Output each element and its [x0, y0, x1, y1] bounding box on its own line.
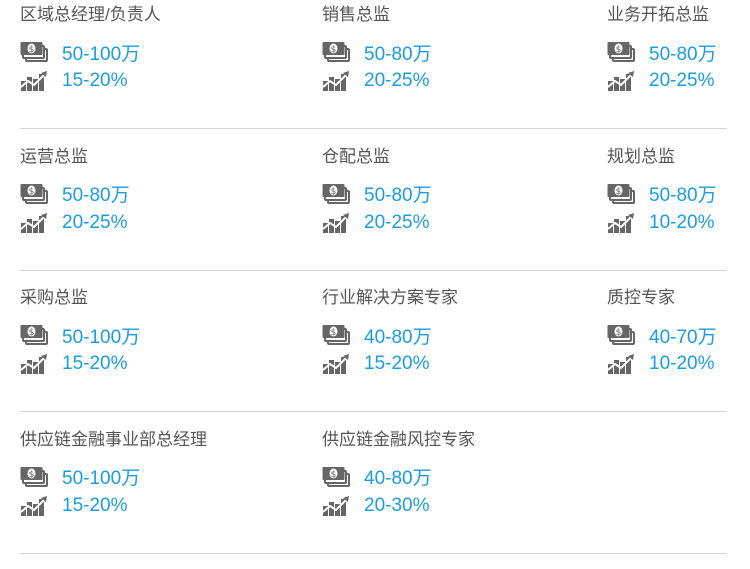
money-icon: $ — [607, 324, 635, 346]
job-title: 行业解决方案专家 — [322, 288, 458, 307]
salary-range: 50-100万 — [62, 43, 141, 65]
salary-range: 50-80万 — [364, 43, 432, 65]
growth-chart-icon — [322, 212, 350, 233]
svg-text:$: $ — [29, 187, 35, 197]
growth-range: 20-25% — [364, 70, 430, 91]
growth-line: 20-30% — [322, 494, 430, 518]
job-row: 供应链金融事业部总经理 $ 50-100万 15-20% 供应链金融风控专家 $ … — [20, 412, 727, 554]
job-title: 供应链金融风控专家 — [322, 429, 475, 449]
salary-range: 50-80万 — [649, 43, 717, 65]
job-title: 销售总监 — [322, 5, 390, 24]
growth-line: 20-25% — [322, 211, 430, 235]
money-icon: $ — [20, 183, 48, 205]
growth-range: 20-25% — [364, 211, 430, 233]
growth-chart-icon — [322, 495, 350, 516]
salary-range: 40-80万 — [364, 326, 432, 348]
growth-range: 20-25% — [649, 70, 715, 91]
salary-line: $ 50-80万 — [607, 182, 717, 206]
growth-chart-icon — [20, 212, 48, 233]
salary-range: 40-70万 — [649, 326, 717, 348]
salary-range: 50-80万 — [649, 185, 717, 206]
svg-text:$: $ — [616, 45, 622, 55]
salary-line: $ 50-80万 — [607, 40, 717, 65]
money-icon: $ — [322, 41, 350, 63]
growth-chart-icon — [20, 495, 48, 516]
salary-line: $ 40-70万 — [607, 323, 717, 348]
job-title: 运营总监 — [20, 146, 88, 166]
money-icon: $ — [20, 324, 48, 346]
growth-range: 15-20% — [62, 70, 128, 91]
money-icon: $ — [20, 466, 48, 488]
job-title: 采购总监 — [20, 288, 88, 307]
salary-line: $ 50-80万 — [322, 182, 432, 206]
growth-line: 20-25% — [20, 211, 128, 235]
svg-text:$: $ — [616, 187, 622, 197]
growth-range: 10-20% — [649, 211, 715, 233]
job-title: 质控专家 — [607, 288, 675, 307]
job-title: 区域总经理/负责人 — [20, 5, 161, 24]
svg-text:$: $ — [331, 328, 337, 338]
salary-range: 50-100万 — [62, 468, 141, 489]
money-icon: $ — [322, 183, 350, 205]
growth-chart-icon — [20, 71, 48, 91]
job-title: 规划总监 — [607, 146, 675, 166]
growth-line: 10-20% — [607, 211, 715, 235]
salary-line: $ 40-80万 — [322, 465, 432, 489]
job-title: 业务开拓总监 — [607, 5, 709, 24]
salary-line: $ 50-100万 — [20, 40, 141, 65]
svg-text:$: $ — [331, 45, 337, 55]
job-row: 采购总监 $ 50-100万 15-20% 行业解决方案专家 $ 40-80万 1… — [20, 270, 727, 412]
growth-chart-icon — [607, 354, 635, 374]
money-icon: $ — [607, 183, 635, 205]
job-row: 运营总监 $ 50-80万 20-25% 仓配总监 $ 50-80万 20-25%… — [20, 129, 727, 271]
svg-text:$: $ — [29, 470, 35, 480]
growth-line: 20-25% — [607, 69, 715, 93]
money-icon: $ — [322, 466, 350, 488]
money-icon: $ — [607, 41, 635, 63]
svg-text:$: $ — [29, 328, 35, 338]
growth-line: 15-20% — [20, 69, 128, 93]
salary-line: $ 50-100万 — [20, 465, 140, 489]
growth-chart-icon — [20, 354, 48, 374]
svg-text:$: $ — [29, 45, 35, 55]
growth-line: 15-20% — [20, 494, 128, 518]
salary-line: $ 50-80万 — [322, 40, 432, 65]
money-icon: $ — [20, 41, 48, 63]
growth-line: 15-20% — [322, 352, 430, 376]
salary-range: 50-80万 — [364, 185, 432, 206]
growth-line: 15-20% — [20, 352, 128, 376]
growth-range: 10-20% — [649, 353, 715, 374]
growth-range: 15-20% — [364, 353, 430, 374]
money-icon: $ — [322, 324, 350, 346]
growth-line: 20-25% — [322, 69, 430, 93]
job-row: 区域总经理/负责人 $ 50-100万 15-20% 销售总监 $ 50-80万 … — [20, 0, 727, 129]
salary-range: 50-100万 — [62, 326, 141, 348]
growth-chart-icon — [607, 71, 635, 91]
job-title: 供应链金融事业部总经理 — [20, 429, 207, 449]
salary-range: 50-80万 — [62, 185, 130, 206]
growth-chart-icon — [322, 71, 350, 91]
job-title: 仓配总监 — [322, 146, 390, 166]
salary-range: 40-80万 — [364, 468, 432, 489]
growth-chart-icon — [322, 354, 350, 374]
growth-range: 20-30% — [364, 494, 430, 516]
salary-line: $ 50-80万 — [20, 182, 130, 206]
growth-range: 15-20% — [62, 494, 128, 516]
svg-text:$: $ — [331, 187, 337, 197]
svg-text:$: $ — [331, 470, 337, 480]
salary-line: $ 50-100万 — [20, 323, 141, 348]
growth-range: 15-20% — [62, 353, 128, 374]
growth-line: 10-20% — [607, 352, 715, 376]
salary-line: $ 40-80万 — [322, 323, 432, 348]
growth-range: 20-25% — [62, 211, 128, 233]
svg-text:$: $ — [616, 328, 622, 338]
growth-chart-icon — [607, 212, 635, 233]
